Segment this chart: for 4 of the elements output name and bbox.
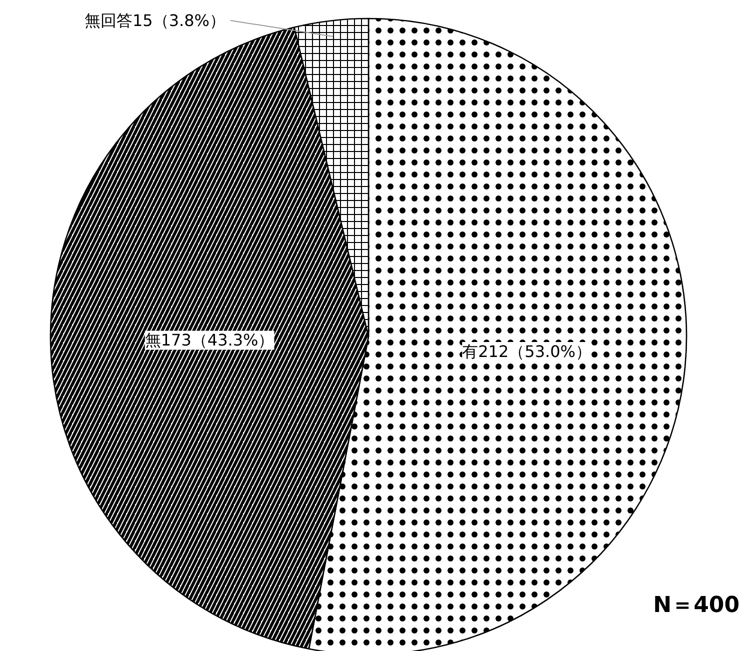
slice-label: 無回答15（3.8%） [84,11,226,30]
slice-label: 無173（43.3%） [144,330,274,350]
text: N＝400 [653,593,740,618]
slice-label: 有212（53.0%） [462,342,592,361]
